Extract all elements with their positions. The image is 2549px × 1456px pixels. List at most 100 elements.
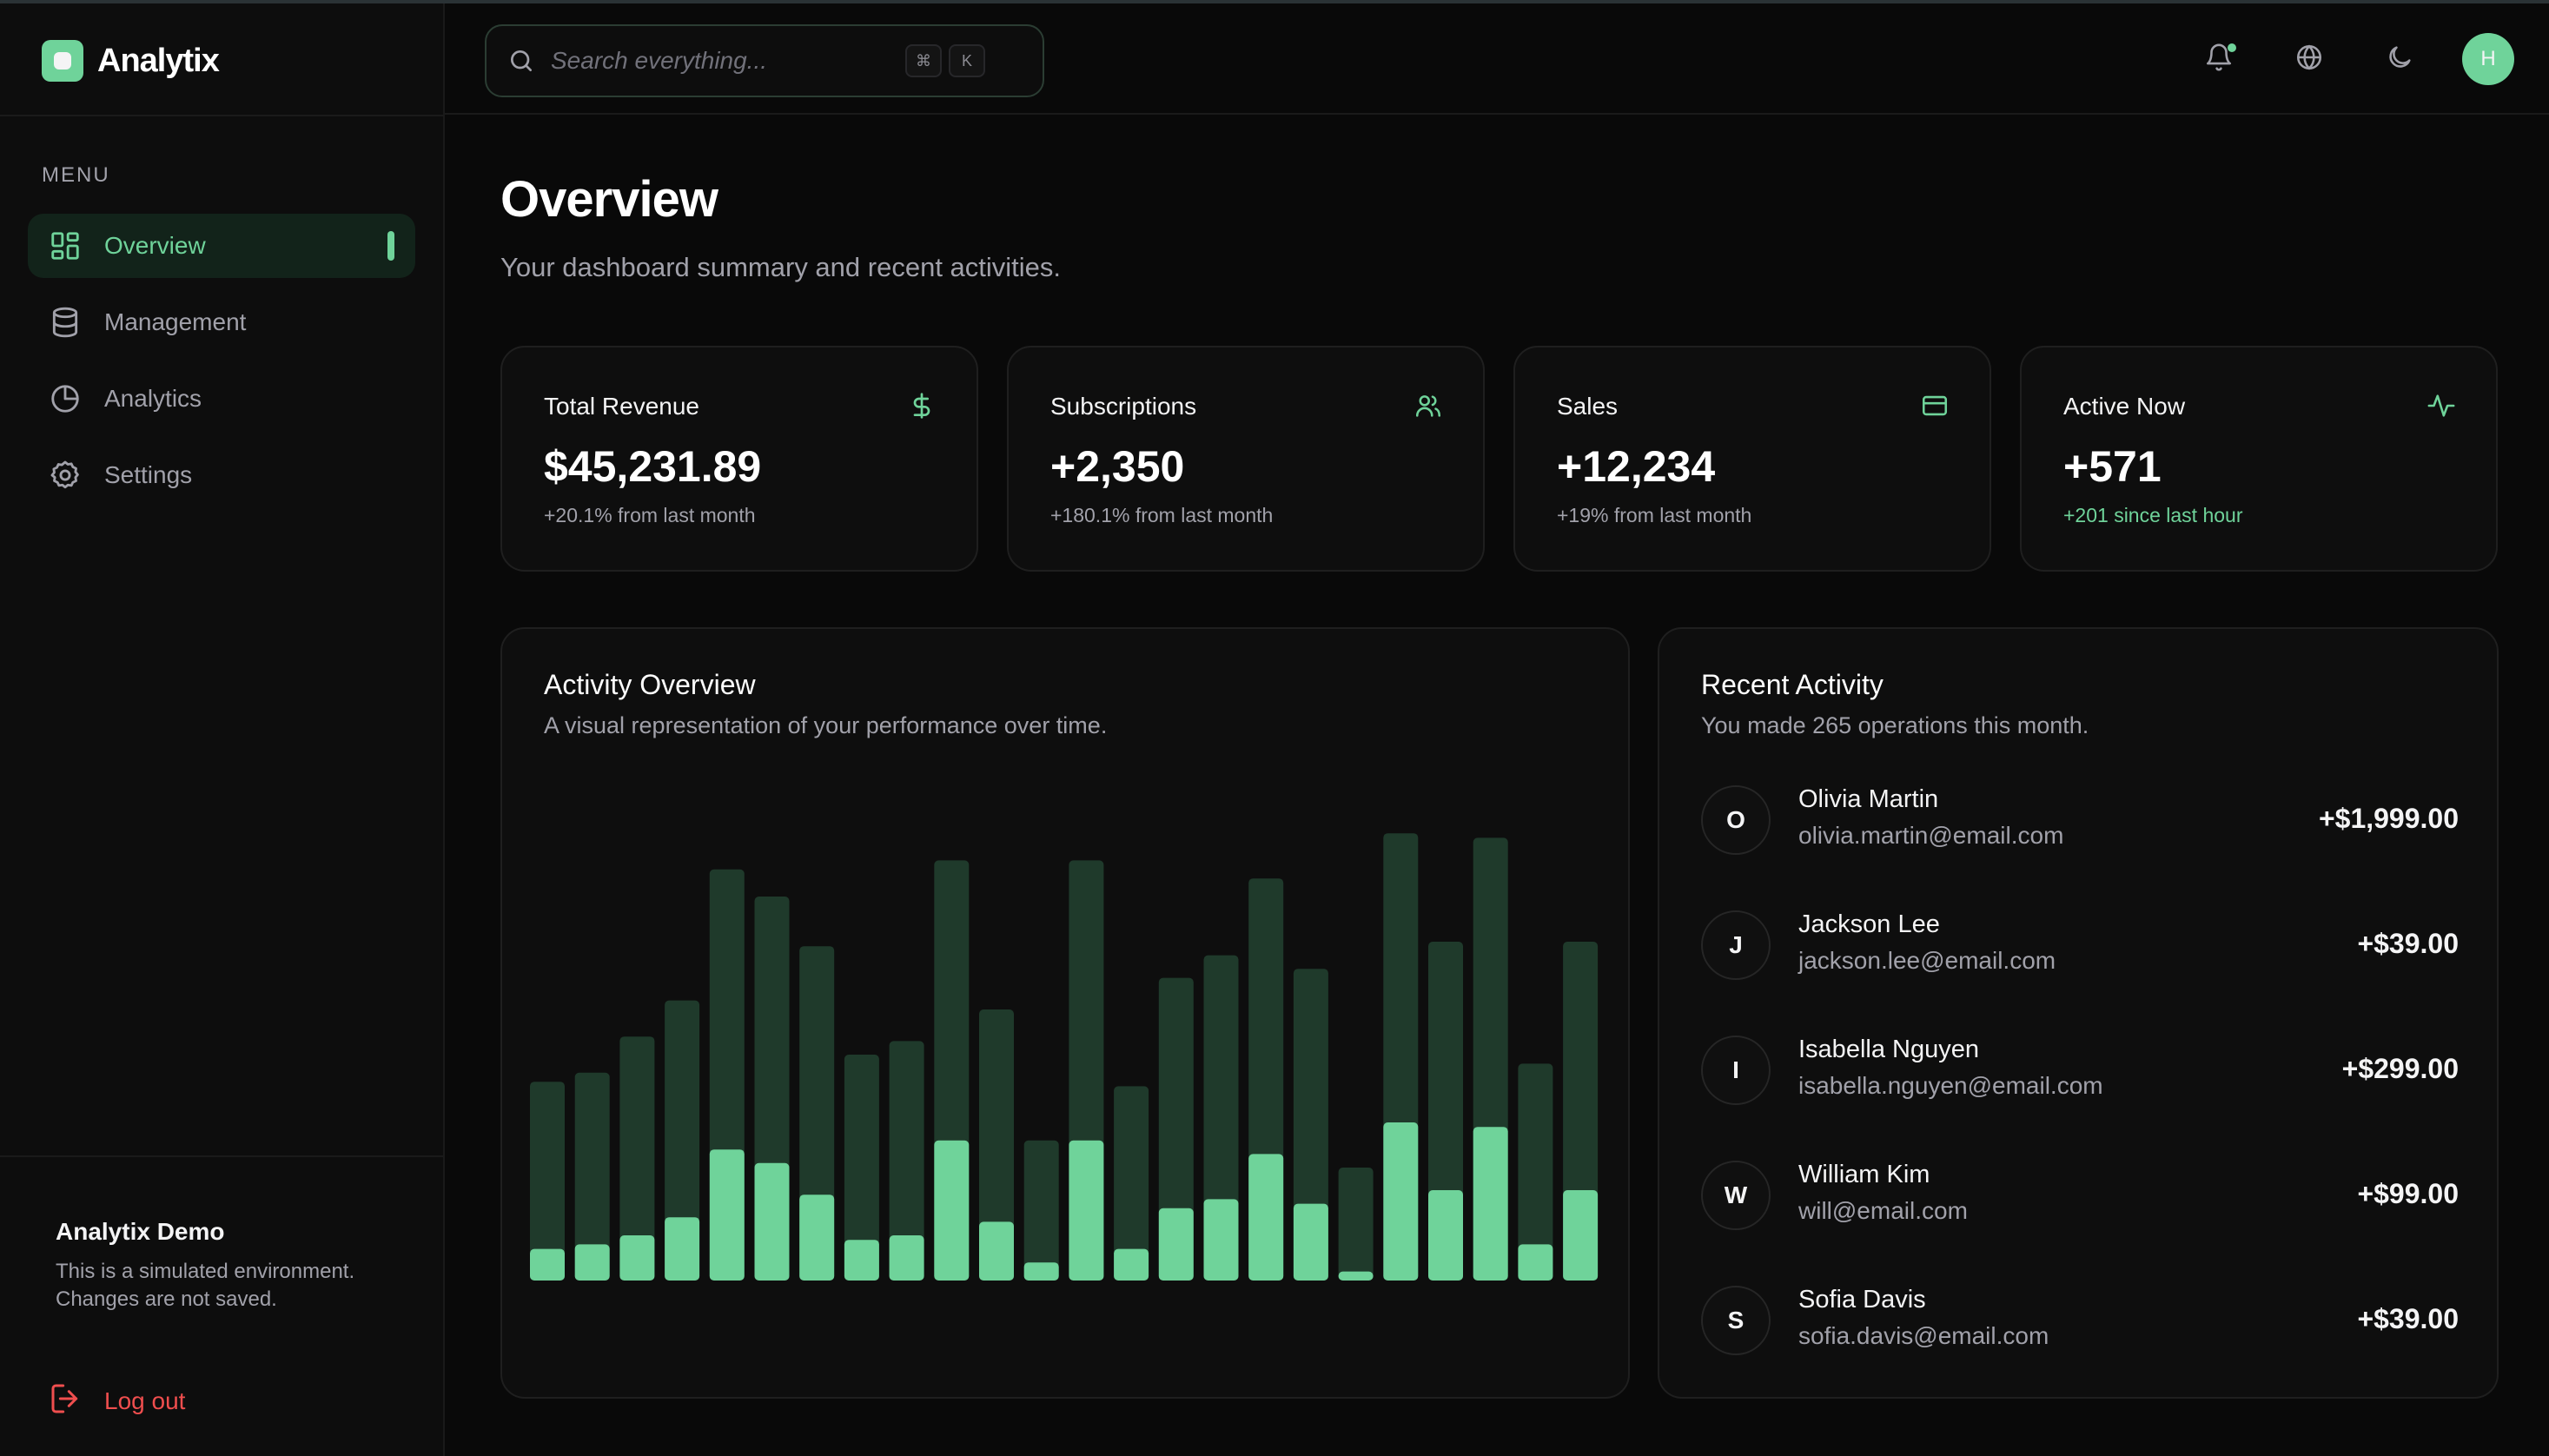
sidebar-item-overview[interactable]: Overview xyxy=(28,214,415,278)
globe-icon xyxy=(2294,43,2324,76)
chart-bar-background xyxy=(1293,969,1328,1281)
avatar: O xyxy=(1701,785,1771,855)
notification-dot xyxy=(2228,43,2236,52)
chart-bar-foreground xyxy=(530,1248,565,1281)
activity-name: Olivia Martin xyxy=(1798,785,1939,813)
activity-name: Jackson Lee xyxy=(1798,910,1940,938)
chart-bar-background xyxy=(1338,1168,1374,1281)
search-bar[interactable]: ⌘ K xyxy=(485,24,1044,97)
avatar: S xyxy=(1701,1286,1771,1355)
recent-activity-subtitle: You made 265 operations this month. xyxy=(1701,712,2089,738)
chart-subtitle: A visual representation of your performa… xyxy=(544,712,1108,738)
recent-activity-title: Recent Activity xyxy=(1701,669,1884,700)
credit-card-icon xyxy=(1918,389,1951,422)
chart-bar-background xyxy=(1023,1140,1059,1281)
chart-bar-foreground xyxy=(1293,1203,1328,1281)
stat-title: Sales xyxy=(1557,393,1619,420)
brand[interactable]: Analytix xyxy=(42,40,220,82)
notifications-button[interactable] xyxy=(2191,31,2247,87)
chart-bar-foreground xyxy=(665,1217,700,1281)
chart-bar-foreground xyxy=(934,1140,970,1281)
stat-title: Total Revenue xyxy=(544,393,700,420)
demo-title: Analytix Demo xyxy=(56,1218,225,1245)
chart-bar-background xyxy=(844,1055,879,1281)
sidebar-divider xyxy=(0,1155,443,1157)
demo-text: This is a simulated environment. Changes… xyxy=(56,1260,355,1311)
chart-bar-foreground xyxy=(1563,1190,1599,1281)
stat-title: Subscriptions xyxy=(1050,393,1197,420)
activity-chart xyxy=(530,833,1599,1281)
chart-bar-foreground xyxy=(1473,1127,1508,1281)
chart-bar-foreground xyxy=(754,1162,790,1281)
chart-bar-foreground xyxy=(619,1235,655,1281)
language-button[interactable] xyxy=(2281,31,2337,87)
moon-icon xyxy=(2385,43,2414,76)
sidebar-item-label: Analytics xyxy=(104,385,202,412)
dollar-icon xyxy=(905,389,938,422)
chart-bar-foreground xyxy=(1023,1262,1059,1281)
chart-bar-foreground xyxy=(844,1240,879,1281)
sidebar: Analytix MENU Overview Management xyxy=(0,3,445,1456)
chart-bar-foreground xyxy=(1383,1122,1419,1281)
chart-bar-foreground xyxy=(1248,1154,1284,1281)
stat-value: +12,234 xyxy=(1557,442,1716,491)
list-item[interactable]: W William Kim will@email.com +$99.00 xyxy=(1701,1161,2459,1286)
stat-note: +180.1% from last month xyxy=(1050,504,1274,526)
activity-email: sofia.davis@email.com xyxy=(1798,1322,2049,1349)
sidebar-item-label: Settings xyxy=(104,461,193,488)
activity-name: William Kim xyxy=(1798,1161,1930,1188)
stat-value: +571 xyxy=(2063,442,2162,491)
sidebar-divider xyxy=(0,115,443,116)
theme-toggle-button[interactable] xyxy=(2372,31,2427,87)
activity-email: olivia.martin@email.com xyxy=(1798,822,2064,849)
sidebar-item-settings[interactable]: Settings xyxy=(28,443,415,507)
avatar: J xyxy=(1701,910,1771,980)
sidebar-item-management[interactable]: Management xyxy=(28,290,415,354)
activity-name: Isabella Nguyen xyxy=(1798,1036,1979,1063)
list-item[interactable]: S Sofia Davis sofia.davis@email.com +$39… xyxy=(1701,1286,2459,1411)
activity-amount: +$1,999.00 xyxy=(2318,803,2459,834)
page-subtitle: Your dashboard summary and recent activi… xyxy=(500,252,1062,282)
logout-button[interactable]: Log out xyxy=(49,1381,185,1420)
activity-icon xyxy=(2425,389,2458,422)
users-icon xyxy=(1412,389,1445,422)
bell-icon xyxy=(2204,43,2234,76)
avatar: W xyxy=(1701,1161,1771,1230)
pie-chart-icon xyxy=(49,382,82,415)
user-avatar[interactable]: H xyxy=(2462,33,2514,85)
chart-bar-foreground xyxy=(1338,1271,1374,1281)
activity-amount: +$299.00 xyxy=(2341,1053,2459,1084)
chart-bar-foreground xyxy=(709,1149,745,1281)
list-item[interactable]: O Olivia Martin olivia.martin@email.com … xyxy=(1701,785,2459,910)
chart-bar-background xyxy=(1114,1086,1149,1281)
stat-card-total-revenue: Total Revenue $45,231.89 +20.1% from las… xyxy=(500,346,978,572)
chart-bar-foreground xyxy=(1518,1244,1553,1281)
chart-bar-foreground xyxy=(1114,1248,1149,1281)
search-input[interactable] xyxy=(551,47,898,75)
chart-bar-background xyxy=(530,1082,565,1281)
chart-bar-background xyxy=(1158,977,1194,1281)
stat-card-sales: Sales +12,234 +19% from last month xyxy=(1513,346,1991,572)
chart-bar-foreground xyxy=(1069,1140,1104,1281)
recent-activity-card: Recent Activity You made 265 operations … xyxy=(1658,627,2499,1399)
chart-bar-background xyxy=(1518,1063,1553,1281)
brand-name: Analytix xyxy=(97,42,220,79)
sidebar-item-analytics[interactable]: Analytics xyxy=(28,367,415,431)
list-item[interactable]: I Isabella Nguyen isabella.nguyen@email.… xyxy=(1701,1036,2459,1161)
database-icon xyxy=(49,306,82,339)
stat-note: +19% from last month xyxy=(1557,504,1752,526)
stat-card-active-now: Active Now +571 +201 since last hour xyxy=(2020,346,2498,572)
chart-bar-background xyxy=(979,1009,1014,1281)
active-indicator xyxy=(387,231,394,261)
menu-label: MENU xyxy=(42,163,110,187)
chart-bar-foreground xyxy=(1158,1208,1194,1281)
gear-icon xyxy=(49,459,82,492)
activity-email: will@email.com xyxy=(1798,1197,1968,1224)
list-item[interactable]: J Jackson Lee jackson.lee@email.com +$39… xyxy=(1701,910,2459,1036)
chart-bar-foreground xyxy=(1203,1199,1239,1281)
header-actions: H xyxy=(2156,31,2514,87)
avatar: I xyxy=(1701,1036,1771,1105)
chart-bar-background xyxy=(619,1036,655,1281)
chart-bar-foreground xyxy=(799,1195,835,1281)
stat-value: +2,350 xyxy=(1050,442,1185,491)
